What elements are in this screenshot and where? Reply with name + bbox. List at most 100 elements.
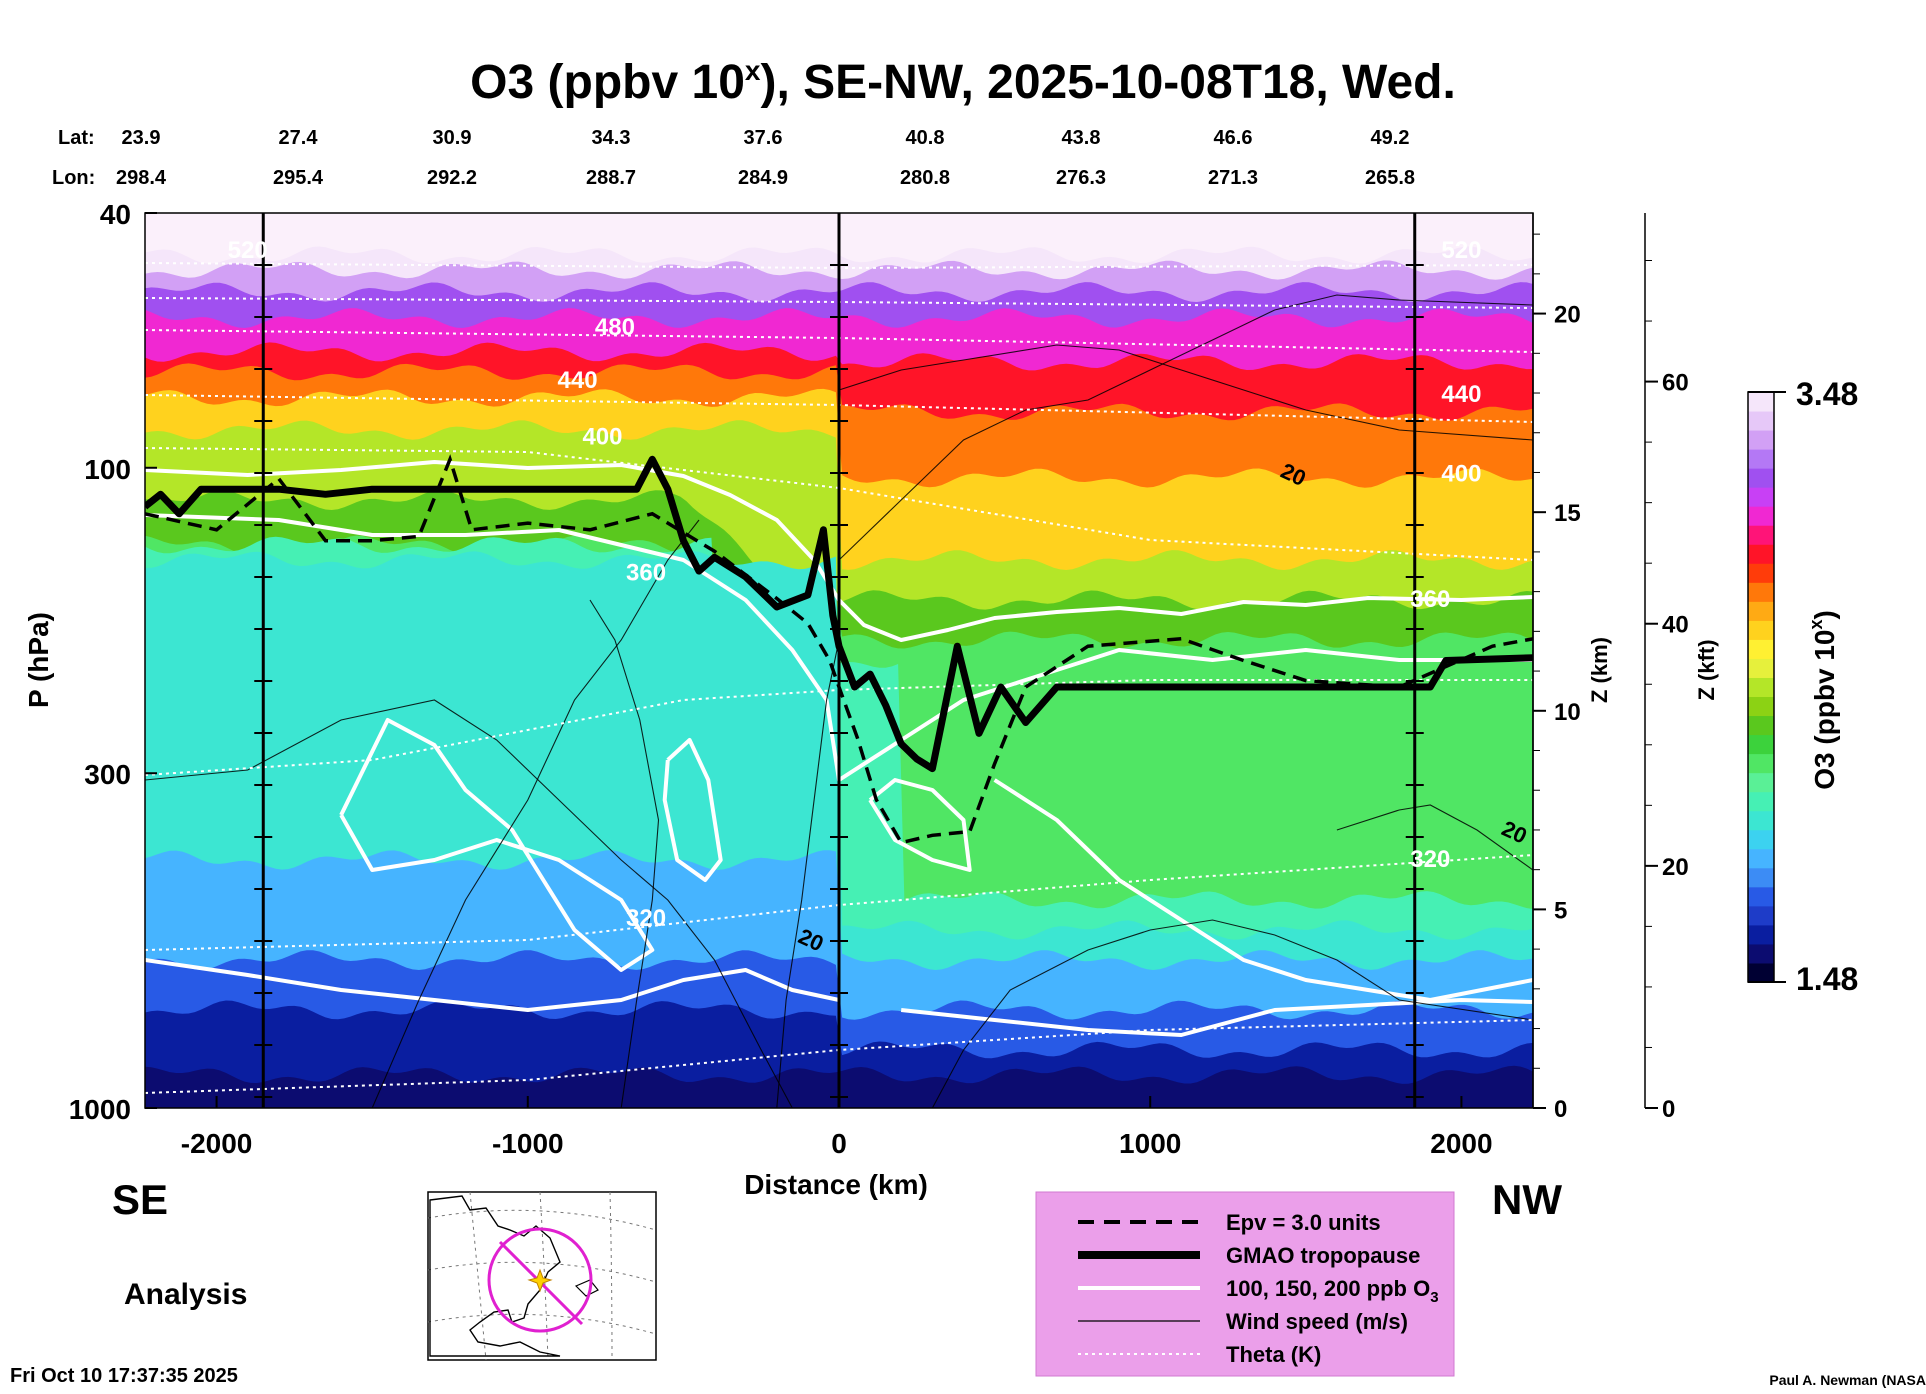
legend-label-text: 100, 150, 200 ppb O	[1226, 1276, 1430, 1301]
colorbar-swatch	[1748, 753, 1774, 774]
colorbar-swatch	[1748, 715, 1774, 736]
theta-label: 440	[1441, 381, 1481, 408]
colorbar-min-label: 1.48	[1796, 961, 1858, 997]
colorbar-swatch	[1748, 696, 1774, 717]
theta-label: 400	[1441, 460, 1481, 487]
p-tick-label: 300	[84, 759, 131, 790]
tropopause-line	[145, 455, 1533, 773]
p-tick-label: 40	[100, 199, 131, 230]
colorbar-swatch	[1748, 620, 1774, 640]
colorbar-swatch	[1748, 772, 1774, 793]
wind-speed-line-0	[145, 699, 793, 1108]
z-kft-axis-label: Z (kft)	[1694, 639, 1719, 700]
colorbar-swatch	[1748, 848, 1774, 869]
wind-speed-line-1	[371, 519, 700, 1108]
z-kft-tick-label: 40	[1662, 612, 1689, 639]
lon-value: 265.8	[1365, 167, 1415, 189]
ozone-contour-5	[868, 778, 972, 872]
epv-line	[145, 454, 1533, 845]
theta-label: 480	[595, 314, 635, 341]
theta-label: 520	[228, 237, 268, 264]
colorbar-swatch	[1748, 810, 1774, 831]
z-km-tick-label: 10	[1554, 699, 1581, 726]
ozone-contour-7	[900, 998, 1533, 1037]
x-tick-label: -1000	[492, 1128, 564, 1159]
theta-label: 440	[558, 367, 598, 394]
colorbar-swatch	[1748, 449, 1774, 469]
colorbar-swatch	[1748, 525, 1774, 545]
colorbar-swatch	[1748, 563, 1774, 583]
lat-value: 40.8	[906, 127, 945, 149]
lat-value: 34.3	[592, 127, 631, 149]
chart-title-superscript: x	[745, 55, 761, 86]
legend-label-text: Theta (K)	[1226, 1342, 1321, 1367]
colorbar-swatch	[1748, 905, 1774, 926]
z-km-tick-label: 0	[1554, 1096, 1567, 1123]
legend-label: Theta (K)	[1226, 1342, 1321, 1367]
wind-speed-line-7	[1336, 804, 1533, 871]
colorbar-swatch	[1748, 962, 1774, 983]
x-axis-label: Distance (km)	[744, 1169, 928, 1200]
legend-label-text: Wind speed (m/s)	[1226, 1309, 1408, 1334]
colorbar-swatch	[1748, 943, 1774, 964]
theta-label: 320	[1410, 846, 1450, 873]
x-tick-label: 1000	[1119, 1128, 1181, 1159]
colorbar-swatch	[1748, 734, 1774, 755]
colorbar-swatch	[1748, 658, 1774, 678]
direction-nw-label: NW	[1492, 1176, 1562, 1223]
colorbar-swatch	[1748, 430, 1774, 450]
chart-title-suffix: ), SE-NW, 2025-10-08T18, Wed.	[760, 56, 1455, 109]
lat-value: 49.2	[1371, 127, 1410, 149]
lat-value: 30.9	[433, 127, 472, 149]
legend-label: 100, 150, 200 ppb O3	[1226, 1276, 1439, 1306]
z-km-tick-label: 20	[1554, 302, 1581, 329]
colorbar-swatch	[1748, 487, 1774, 507]
colorbar-label-prefix: O3 (ppbv 10	[1809, 630, 1840, 790]
credit: Paul A. Newman (NASA	[1769, 1372, 1926, 1388]
colorbar-swatch	[1748, 392, 1774, 412]
colorbar-swatch	[1748, 601, 1774, 621]
lat-value: 46.6	[1214, 127, 1253, 149]
lon-value: 288.7	[586, 167, 636, 189]
z-kft-tick-label: 60	[1662, 370, 1689, 397]
colorbar-label: O3 (ppbv 10x)	[1806, 610, 1840, 790]
lat-value: 43.8	[1062, 127, 1101, 149]
colorbar-label-suffix: )	[1809, 610, 1840, 619]
wind-speed-line-3	[776, 639, 840, 1108]
colorbar-swatch	[1748, 468, 1774, 488]
z-km-tick-label: 15	[1554, 500, 1581, 527]
ozone-contour-6	[993, 778, 1533, 1002]
theta-label: 360	[1410, 586, 1450, 613]
wind-speed-line-6	[931, 919, 1533, 1108]
analysis-label: Analysis	[124, 1278, 247, 1311]
x-tick-label: 2000	[1430, 1128, 1492, 1159]
colorbar-swatch	[1748, 829, 1774, 850]
lon-value: 292.2	[427, 167, 477, 189]
colorbar-swatch	[1748, 677, 1774, 698]
ozone-contour-2	[339, 718, 655, 972]
lon-value: 271.3	[1208, 167, 1258, 189]
lat-value: 37.6	[744, 127, 783, 149]
legend-label: Wind speed (m/s)	[1226, 1309, 1408, 1334]
theta-label: 520	[1441, 237, 1481, 264]
colorbar-swatch	[1748, 791, 1774, 812]
direction-se-label: SE	[112, 1176, 168, 1223]
theta-label: 360	[626, 560, 666, 587]
legend-label: GMAO tropopause	[1226, 1243, 1420, 1268]
lon-value: 276.3	[1056, 167, 1106, 189]
timestamp: Fri Oct 10 17:37:35 2025	[10, 1365, 238, 1387]
colorbar-swatch	[1748, 582, 1774, 602]
wind-speed-line-5	[838, 294, 1533, 561]
chart-title-prefix: O3 (ppbv 10	[470, 56, 745, 109]
colorbar-swatch	[1748, 924, 1774, 945]
ozone-contour-4	[145, 958, 840, 1012]
wind-speed-line-4	[838, 344, 1533, 441]
lon-value: 284.9	[738, 167, 788, 189]
legend-label-text: Epv = 3.0 units	[1226, 1210, 1381, 1235]
lon-value: 298.4	[116, 167, 167, 189]
legend-label: Epv = 3.0 units	[1226, 1210, 1381, 1235]
colorbar-swatch	[1748, 867, 1774, 888]
x-tick-label: -2000	[181, 1128, 253, 1159]
lat-value: 23.9	[122, 127, 161, 149]
